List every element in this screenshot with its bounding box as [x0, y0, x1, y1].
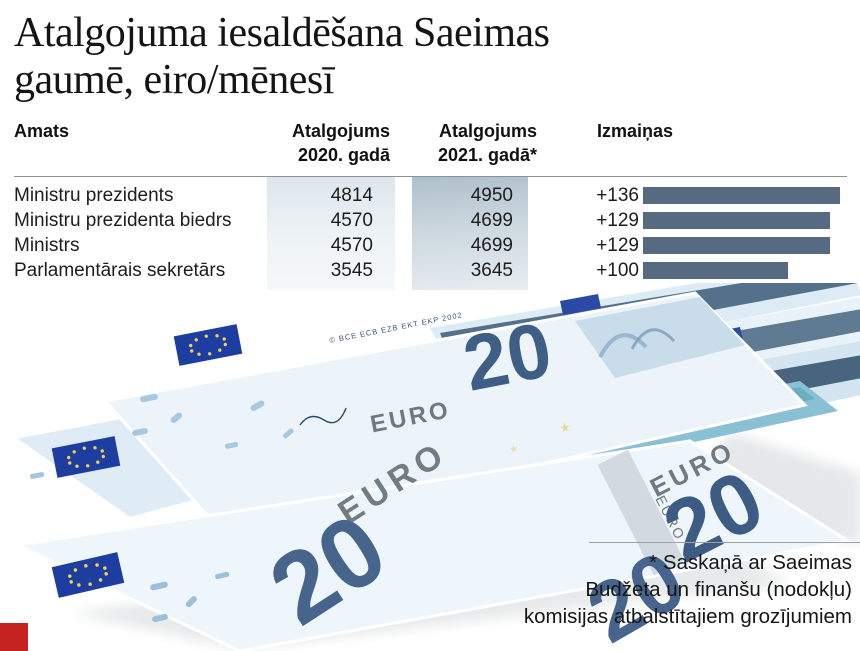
header-divider: [14, 176, 847, 177]
column-band-2021: [412, 177, 528, 290]
footnote-line-1: * Saskaņā ar Saeimas: [649, 551, 852, 574]
gothic-arch: [598, 333, 648, 358]
change-value: +136: [596, 185, 639, 206]
title-line-2: gaumē, eiro/mēnesī: [14, 57, 334, 103]
red-corner-square: [0, 623, 28, 651]
note-shadow: [680, 433, 860, 545]
change-bar: [643, 262, 788, 279]
change-value: +100: [596, 260, 639, 281]
change-bar: [643, 187, 840, 204]
footnote: * Saskaņā ar Saeimas Budžeta un finanšu …: [524, 549, 852, 630]
column-band-2020: [267, 177, 395, 290]
euro-banknotes-photo: © BCE ECB EZB EKT EKP 2002 EURO 20 ★ ★: [12, 283, 860, 651]
value-2020: 4814: [330, 185, 373, 206]
value-2020: 3545: [330, 260, 373, 281]
value-2021: 4699: [470, 235, 513, 256]
footnote-divider: [589, 542, 860, 543]
col-header-2021: Atalgojums 2021. gadā*: [402, 119, 537, 167]
star-glyph: ★: [508, 443, 519, 456]
value-2021: 4950: [470, 185, 513, 206]
row-label: Ministrs: [14, 235, 80, 256]
title-line-1: Atalgojuma iesaldēšana Saeimas: [14, 10, 550, 56]
change-bar: [643, 212, 830, 229]
svg-text:20: 20: [456, 305, 558, 408]
banknote-badge: [560, 294, 601, 315]
change-value: +129: [596, 210, 639, 231]
value-2020: 4570: [330, 210, 373, 231]
col-header-izmainas: Izmaiņas: [597, 121, 674, 141]
col-header-2021-line2: 2021. gadā*: [437, 145, 537, 165]
col-header-amats: Amats: [14, 121, 70, 141]
change-value: +129: [596, 235, 639, 256]
hologram-marks: [132, 393, 294, 449]
col-header-2021-line1: Atalgojums: [438, 121, 537, 141]
col-header-2020: Atalgojums 2020. gadā: [255, 119, 390, 167]
row-label: Parlamentārais sekretārs: [14, 260, 226, 281]
col-header-2020-line2: 2020. gadā: [297, 145, 390, 165]
change-bar: [643, 237, 830, 254]
page-title: Atalgojuma iesaldēšana Saeimas gaumē, ei…: [14, 10, 550, 104]
eu-flag-icon: [173, 324, 243, 366]
footnote-line-3: komisijas atbalstītajiem grozījumiem: [523, 605, 852, 628]
signature: [299, 407, 347, 426]
star-glyph: ★: [558, 419, 572, 436]
gothic-window-pattern: [575, 297, 745, 378]
row-label: Ministru prezidents: [14, 185, 174, 206]
col-header-2020-line1: Atalgojums: [291, 121, 390, 141]
gothic-arch: [630, 328, 676, 350]
row-label: Ministru prezidenta biedrs: [14, 210, 232, 231]
value-2020: 4570: [330, 235, 373, 256]
value-2021: 3645: [470, 260, 513, 281]
value-2021: 4699: [470, 210, 513, 231]
footnote-line-2: Budžeta un finanšu (nodokļu): [585, 578, 852, 601]
hologram-marks: [150, 571, 230, 623]
